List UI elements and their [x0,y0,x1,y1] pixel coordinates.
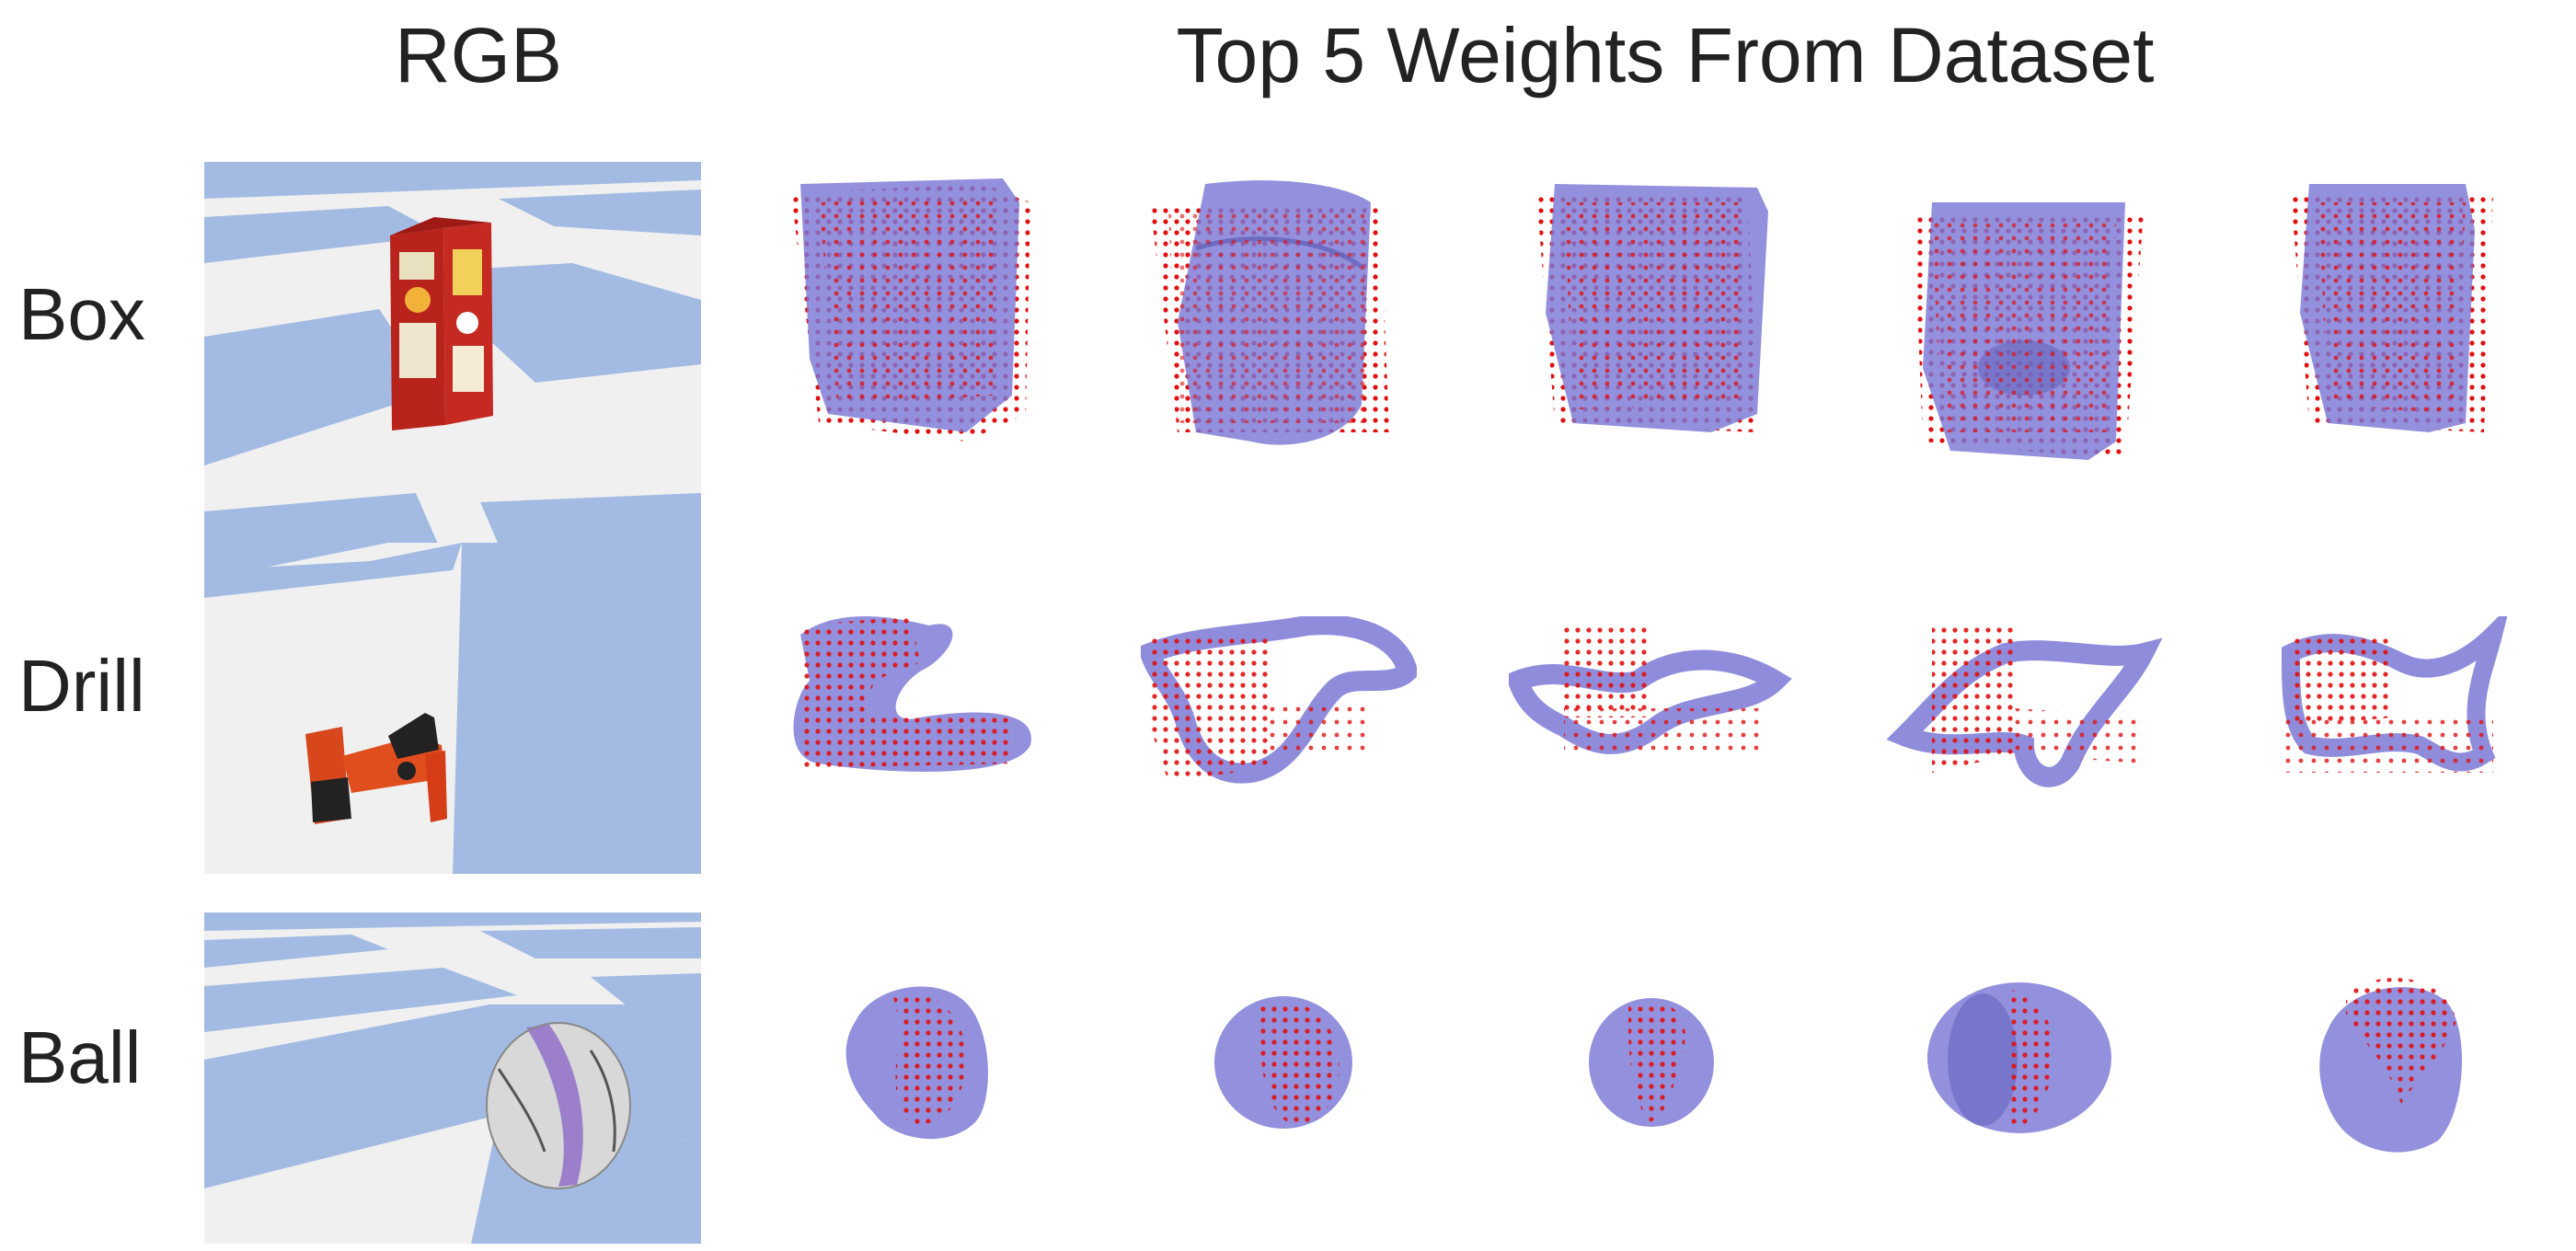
recon-drill-4 [1886,616,2162,800]
recon-drill-3 [1509,616,1803,782]
row-label-drill: Drill [18,645,145,727]
recon-drill-5 [2272,616,2512,791]
ball-graphic [486,1022,631,1189]
drill-graphic [305,713,447,824]
recon-box-4 [1895,184,2153,469]
recon-ball-1 [837,975,1003,1150]
row-label-box: Box [18,273,145,355]
recon-ball-4 [1923,975,2116,1141]
cereal-box-graphic [390,217,493,430]
top-weights-column-header: Top 5 Weights From Dataset [1176,12,2155,98]
row-label-ball: Ball [18,1016,142,1098]
rgb-image-drill-scene [204,543,701,874]
recon-box-3 [1527,175,1785,451]
recon-drill-1 [782,607,1049,782]
recon-box-5 [2282,175,2502,451]
recon-box-1 [782,175,1040,451]
rgb-column-header: RGB [394,12,563,98]
recon-ball-2 [1205,984,1362,1141]
rgb-image-ball [204,912,701,1244]
recon-ball-3 [1582,984,1720,1131]
recon-box-2 [1141,175,1398,460]
recon-drill-2 [1141,616,1417,791]
recon-ball-5 [2309,966,2475,1159]
